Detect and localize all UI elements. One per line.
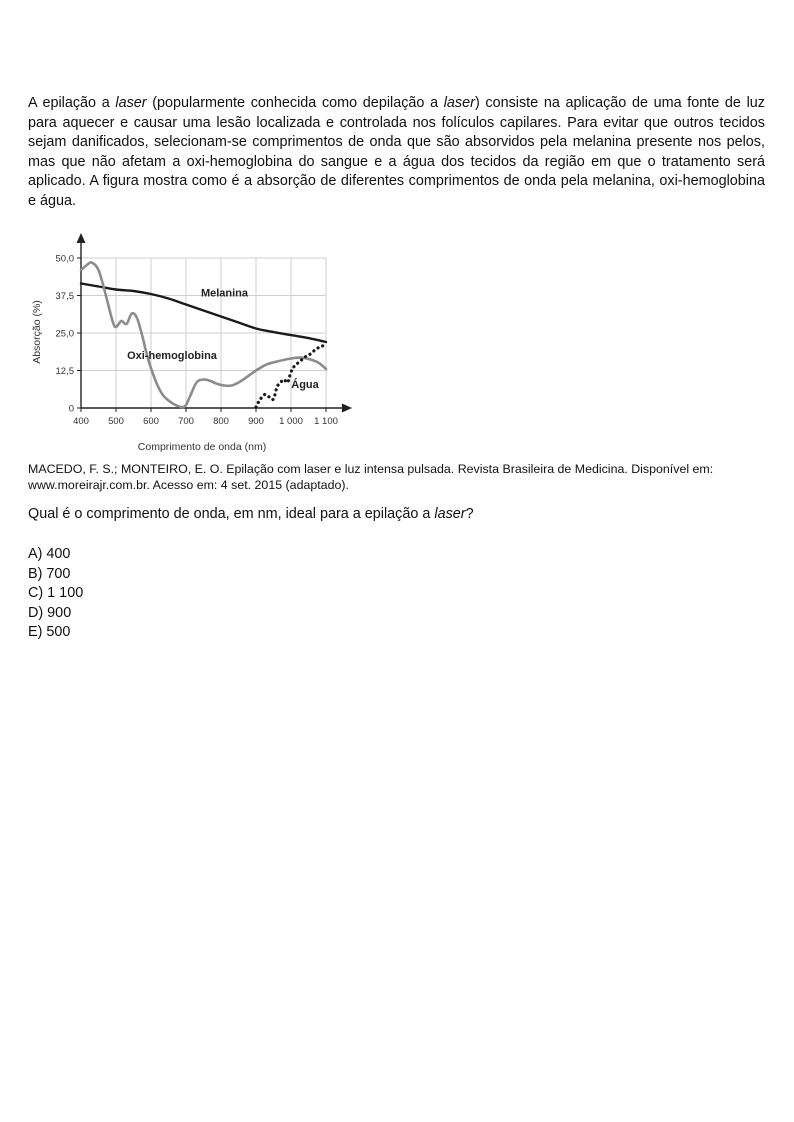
option-a[interactable]: A) 400	[28, 546, 71, 562]
question-emphasis: laser	[434, 506, 466, 522]
x-axis-arrow	[342, 403, 352, 413]
x-tick-label: 800	[213, 416, 229, 427]
ticks: 400 500 600 700 800 900 1 000 1 100012,525,037,…	[56, 254, 338, 428]
question-end: ?	[465, 506, 474, 522]
y-axis-arrow	[76, 233, 86, 243]
intro-text-1: A epilação a	[28, 95, 116, 111]
label-oxi-hemoglobina: Oxi-hemoglobina	[127, 350, 218, 362]
y-tick-label: 12,5	[56, 366, 75, 377]
x-tick-label: 1 000	[279, 416, 303, 427]
question-text: Qual é o comprimento de onda, em nm, ide…	[28, 506, 435, 522]
y-tick-label: 0	[69, 404, 74, 415]
grid	[81, 257, 327, 408]
x-tick-label: 400	[73, 416, 89, 427]
series-melanina	[79, 282, 328, 344]
y-tick-label: 50,0	[56, 254, 75, 265]
y-axis-label: Absorção (%)	[31, 300, 43, 364]
label-agua: Água	[291, 378, 319, 391]
x-tick-label: 700	[178, 416, 194, 427]
x-tick-label: 600	[143, 416, 159, 427]
intro-emphasis-1: laser	[115, 95, 147, 111]
x-tick-label: 500	[108, 416, 124, 427]
option-d[interactable]: D) 900	[28, 604, 72, 621]
answer-options: A) 400 B) 700 C) 1 100 D) 900 E) 500	[28, 545, 83, 643]
option-e[interactable]: E) 500	[28, 624, 71, 641]
intro-text-3: ) consiste na aplicação de uma fonte de …	[28, 95, 765, 209]
axes	[76, 233, 352, 413]
option-b[interactable]: B) 700	[28, 565, 71, 582]
intro-emphasis-2: laser	[443, 95, 475, 111]
absorption-chart: 400 500 600 700 800 900 1 000 1 100012,525,037,…	[31, 233, 352, 453]
option-c[interactable]: C) 1 100	[28, 585, 84, 602]
series	[79, 261, 328, 409]
question: Qual é o comprimento de onda, em nm, ide…	[28, 506, 474, 522]
source-citation: MACEDO, F. S.; MONTEIRO, E. O. Epilação …	[28, 462, 714, 492]
series-oxi-hemoglobina	[79, 261, 328, 409]
x-tick-label: 1 100	[314, 416, 338, 427]
x-tick-label: 900	[248, 416, 264, 427]
y-tick-label: 25,0	[56, 329, 75, 340]
series-agua	[254, 343, 328, 409]
intro-text-2: (popularmente conhecida como depilação a	[146, 95, 444, 111]
intro-paragraph: A epilação a laser (popularmente conheci…	[28, 94, 765, 212]
y-tick-label: 37,5	[56, 291, 75, 302]
annotations: Melanina Oxi-hemoglobina Água	[127, 287, 320, 391]
label-melanina: Melanina	[201, 287, 249, 299]
x-axis-label: Comprimento de onda (nm)	[138, 441, 266, 453]
